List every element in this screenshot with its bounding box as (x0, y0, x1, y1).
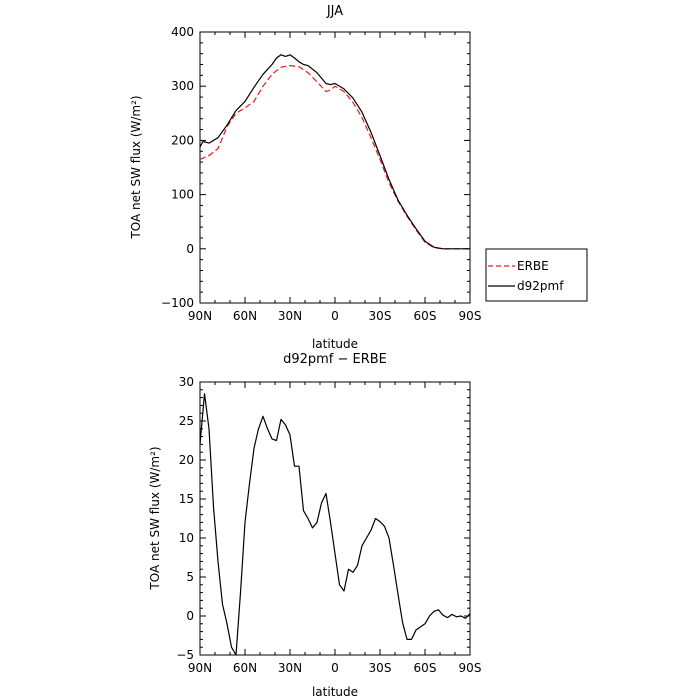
top-chart-legend: ERBE d92pmf (485, 248, 588, 302)
bottom-chart-x-tick-label: 60N (233, 661, 257, 675)
bottom-chart-x-axis-label: latitude (312, 685, 358, 699)
top-chart-y-tick-label: 200 (171, 133, 194, 147)
bottom-chart-y-tick-label: 5 (186, 570, 194, 584)
bottom-chart-y-tick-label: 20 (179, 453, 194, 467)
bottom-chart-series-difference-line (199, 393, 471, 656)
bottom-chart-y-tick-label: 0 (186, 609, 194, 623)
top-chart-x-tick-label: 60S (414, 309, 437, 323)
bottom-chart-x-tick-label: 0 (331, 661, 339, 675)
top-chart-y-tick-label: 300 (171, 79, 194, 93)
top-chart-x-tick-label: 30N (278, 309, 302, 323)
top-chart-series-erbe-line (199, 64, 470, 250)
bottom-chart-y-tick-label: 15 (179, 492, 194, 506)
top-chart-frame (199, 31, 471, 304)
top-chart-series-d92pmf-line (199, 54, 470, 250)
bottom-chart-x-tick-label: 90N (188, 661, 212, 675)
top-chart-x-tick-label: 90S (459, 309, 482, 323)
bottom-chart-y-tick-label: 30 (179, 375, 194, 389)
top-chart-y-tick-label: 0 (186, 242, 194, 256)
bottom-chart-y-tick-label: 10 (179, 531, 194, 545)
top-chart-title: JJA (326, 4, 343, 19)
bottom-chart-x-tick-label: 60S (414, 661, 437, 675)
legend-label-d92pmf: d92pmf (517, 279, 564, 293)
top-chart-y-tick-label: −100 (161, 296, 194, 310)
bottom-chart-plot-area: 90N 60N 30N 0 30S 60S 90S −5 0 5 10 15 20 25 30 (176, 375, 481, 675)
top-chart-x-tick-label: 90N (188, 309, 212, 323)
top-chart: JJA 90N 60N 30N 0 30S 60S 90S −100 0 100 200 300 400… (129, 4, 588, 351)
top-chart-plot-area: 90N 60N 30N 0 30S 60S 90S −100 0 100 200 300 400 (161, 25, 481, 323)
top-chart-y-axis-label: TOA net SW flux (W/m²) (129, 95, 143, 239)
top-chart-y-tick-label: 400 (171, 25, 194, 39)
legend-box (485, 248, 588, 302)
bottom-chart-x-tick-label: 30S (369, 661, 392, 675)
bottom-chart: d92pmf − ERBE 90N 60N 30N 0 30S 60S 90S −5 0 5 10 1… (148, 352, 481, 699)
bottom-chart-frame (199, 381, 471, 656)
legend-label-erbe: ERBE (517, 259, 549, 273)
bottom-chart-y-tick-label: 25 (179, 414, 194, 428)
bottom-chart-title: d92pmf − ERBE (283, 352, 387, 367)
top-chart-x-tick-label: 0 (331, 309, 339, 323)
bottom-chart-y-axis-label: TOA net SW flux (W/m²) (148, 446, 162, 590)
top-chart-x-tick-label: 30S (369, 309, 392, 323)
bottom-chart-x-tick-label: 30N (278, 661, 302, 675)
top-chart-x-tick-label: 60N (233, 309, 257, 323)
top-chart-x-axis-label: latitude (312, 337, 358, 351)
bottom-chart-x-tick-label: 90S (459, 661, 482, 675)
top-chart-y-tick-label: 100 (171, 188, 194, 202)
bottom-chart-y-tick-label: −5 (176, 648, 194, 662)
